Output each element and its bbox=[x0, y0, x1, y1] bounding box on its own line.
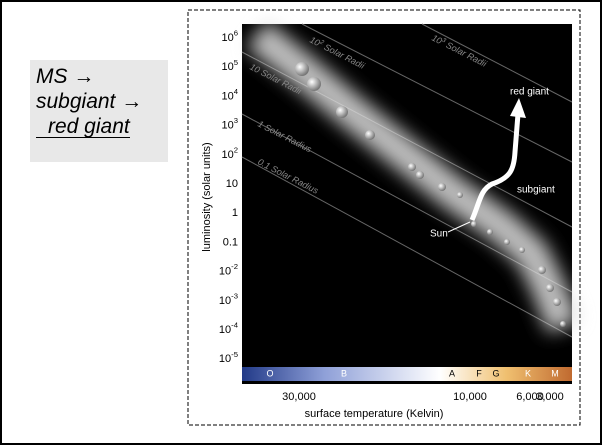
spectral-class: B bbox=[341, 368, 347, 378]
star bbox=[560, 321, 566, 327]
annotation: subgiant bbox=[517, 185, 555, 196]
superscript: 2 bbox=[234, 145, 238, 154]
spectral-class: M bbox=[551, 368, 559, 378]
star bbox=[365, 130, 375, 140]
star bbox=[487, 229, 493, 235]
text-part: 1 bbox=[232, 207, 238, 219]
superscript: 5 bbox=[234, 58, 238, 67]
spectral-class: O bbox=[266, 368, 273, 378]
superscript: -4 bbox=[231, 321, 239, 330]
text-part: 10 bbox=[219, 324, 231, 336]
star bbox=[295, 62, 309, 76]
spectral-class: F bbox=[476, 368, 482, 378]
spectral-strip bbox=[242, 367, 572, 381]
x-tick-label: 3,000 bbox=[536, 391, 564, 403]
text-part: 10 bbox=[221, 149, 233, 161]
text-part: 10 bbox=[221, 120, 233, 132]
star bbox=[538, 266, 546, 274]
annotation: Sun bbox=[430, 229, 448, 240]
star bbox=[416, 171, 424, 179]
star bbox=[553, 298, 561, 306]
superscript: -3 bbox=[231, 291, 238, 300]
text-part: 10 bbox=[219, 353, 231, 365]
y-axis-label: luminosity (solar units) bbox=[201, 142, 213, 251]
star bbox=[519, 247, 525, 253]
star bbox=[504, 239, 510, 245]
spectral-class: K bbox=[525, 368, 531, 378]
superscript: -2 bbox=[231, 262, 238, 271]
y-tick-label: 10 bbox=[226, 178, 238, 190]
text-part: 10 bbox=[226, 178, 238, 190]
star bbox=[336, 106, 348, 118]
slide: MS → subgiant → red giant 10610510410310… bbox=[0, 0, 602, 445]
text-part: 10 bbox=[221, 32, 233, 44]
spectral-class: G bbox=[492, 368, 499, 378]
star bbox=[471, 221, 477, 227]
text-part: 0.1 bbox=[223, 236, 238, 248]
annotation: red giant bbox=[510, 87, 549, 98]
superscript: -5 bbox=[231, 350, 238, 359]
x-tick-label: 10,000 bbox=[453, 391, 487, 403]
star bbox=[307, 77, 321, 91]
spectral-class: A bbox=[449, 368, 455, 378]
text-part: 10 bbox=[219, 266, 231, 278]
superscript: 6 bbox=[234, 29, 238, 38]
star bbox=[408, 163, 416, 171]
text-part: 10 bbox=[219, 295, 231, 307]
y-tick-label: 1 bbox=[232, 207, 238, 219]
x-tick-label: 30,000 bbox=[282, 391, 316, 403]
star bbox=[457, 192, 463, 198]
text-part: 10 bbox=[221, 61, 233, 73]
x-axis-label: surface temperature (Kelvin) bbox=[305, 408, 444, 420]
superscript: 4 bbox=[234, 87, 239, 96]
y-tick-label: 0.1 bbox=[223, 236, 238, 248]
superscript: 3 bbox=[234, 116, 238, 125]
star bbox=[546, 284, 554, 292]
star bbox=[438, 183, 446, 191]
hr-diagram: 1061051041031021010.110-210-310-410-530,… bbox=[2, 2, 600, 443]
text-part: 10 bbox=[221, 90, 233, 102]
